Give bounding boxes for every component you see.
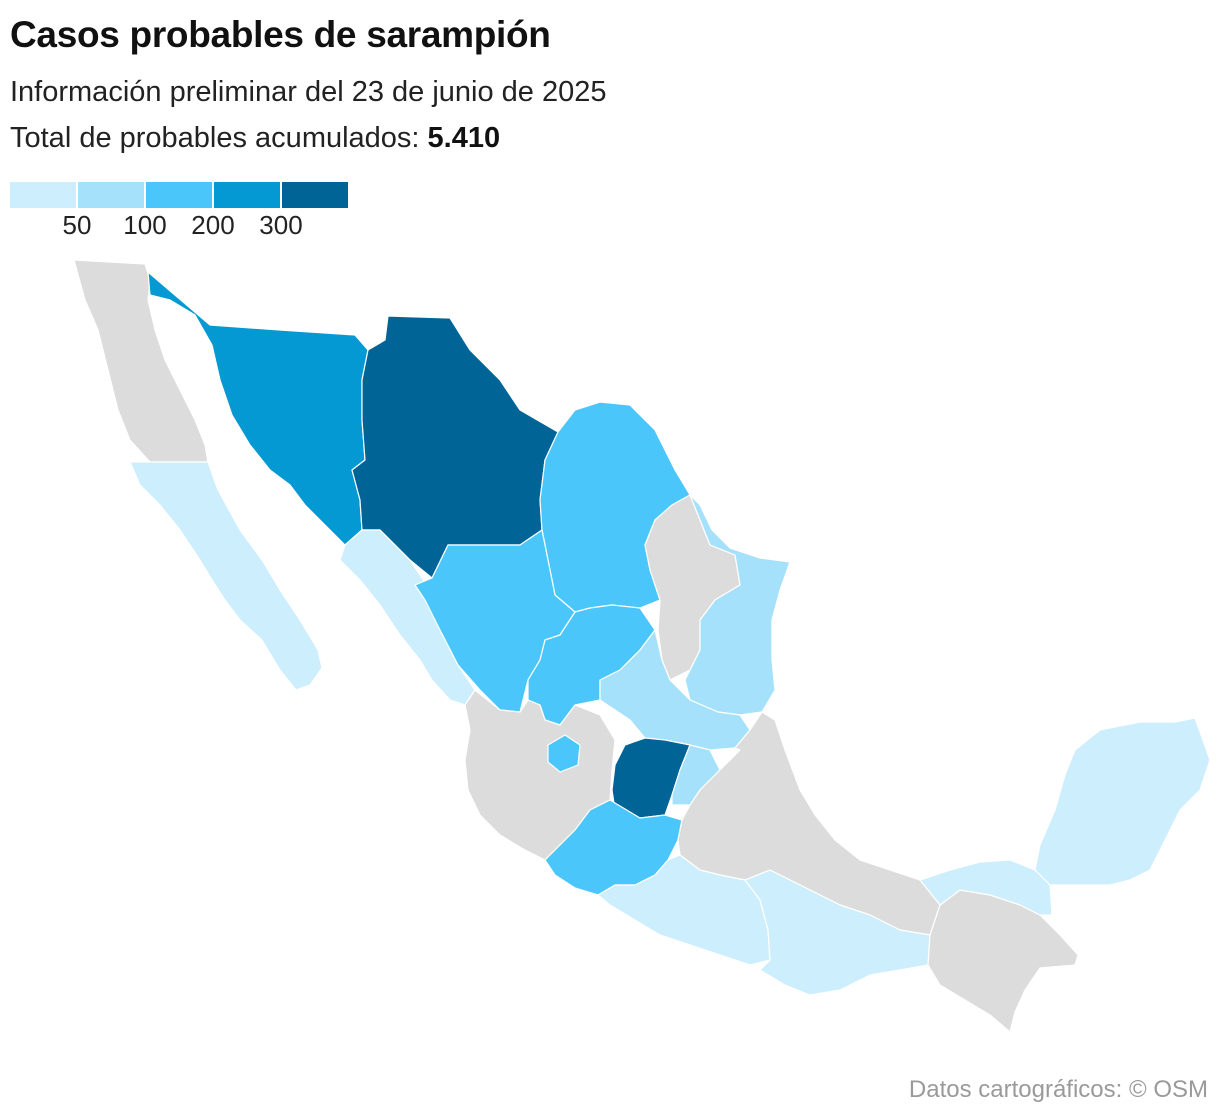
region-guanajuato[interactable]	[611, 737, 691, 819]
color-legend: 50 100 200 300	[10, 182, 350, 242]
legend-tick-3: 200	[191, 210, 235, 240]
map-credit: Datos cartográficos: © OSM	[908, 1076, 1208, 1103]
mexico-choropleth-map	[73, 259, 1211, 1033]
legend-tick-1: 50	[62, 210, 92, 240]
region-sonora[interactable]	[147, 271, 369, 546]
region-baja-california-sur[interactable]	[129, 461, 323, 691]
total-line: Total de probables acumulados: 5.410	[10, 122, 500, 155]
legend-tick-4: 300	[259, 210, 303, 240]
region-tabasco[interactable]	[919, 859, 1053, 916]
map-title: Casos probables de sarampión	[10, 14, 551, 55]
legend-swatch-1	[10, 182, 76, 208]
total-label: Total de probables acumulados:	[10, 122, 420, 154]
region-jalisco-michoacan[interactable]	[464, 689, 616, 861]
legend-swatch-2	[78, 182, 144, 208]
legend-swatch-5	[282, 182, 348, 208]
region-yucatan-peninsula[interactable]	[1034, 717, 1211, 886]
region-oaxaca[interactable]	[744, 869, 931, 996]
legend-tick-2: 100	[123, 210, 167, 240]
total-value: 5.410	[427, 122, 501, 154]
region-aguascalientes[interactable]	[547, 734, 581, 773]
region-chiapas[interactable]	[927, 889, 1079, 1033]
legend-swatch-4	[214, 182, 280, 208]
region-baja-california[interactable]	[73, 259, 209, 463]
map-subtitle: Información preliminar del 23 de junio d…	[10, 76, 607, 108]
legend-swatch-3	[146, 182, 212, 208]
